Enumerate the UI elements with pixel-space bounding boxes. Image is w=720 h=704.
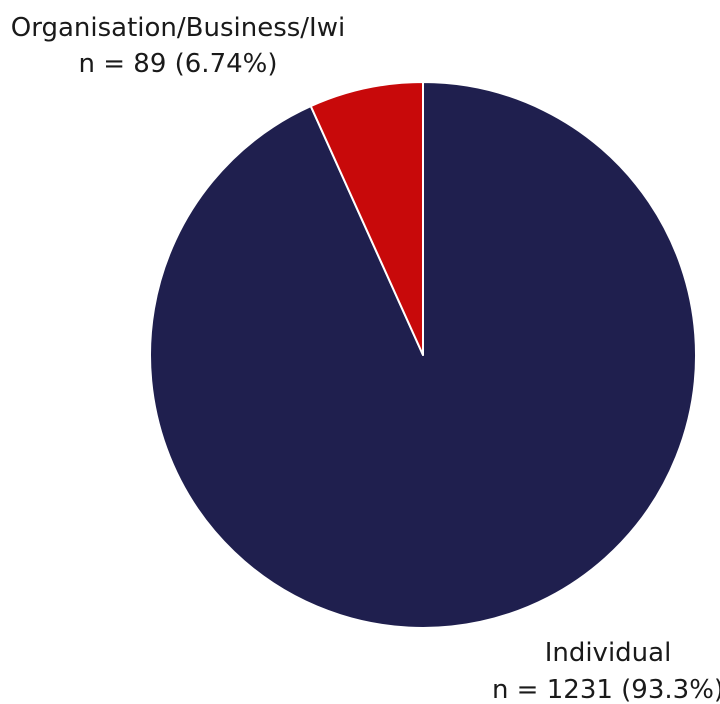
label-individual-name: Individual: [545, 638, 672, 668]
label-organisation-name: Organisation/Business/Iwi: [11, 13, 345, 43]
label-organisation-count: n = 89 (6.74%): [78, 49, 277, 79]
pie-slices: [149, 81, 697, 629]
label-individual-count: n = 1231 (93.3%): [492, 675, 720, 704]
pie-slice-organisation-business-iwi: [309, 81, 424, 356]
